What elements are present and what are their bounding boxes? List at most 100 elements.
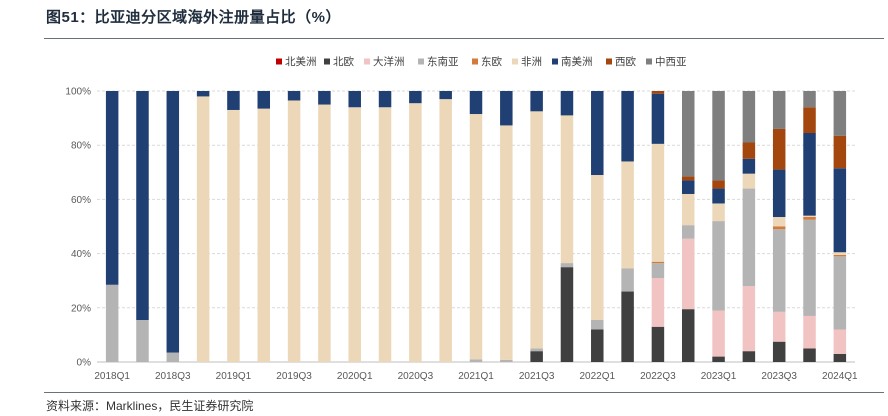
segment-2023Q4-东欧 <box>803 217 816 220</box>
bar-2019Q3 <box>287 91 301 363</box>
segment-2020Q2-非洲 <box>378 107 392 362</box>
legend-item-大洋洲: 大洋洲 <box>364 55 405 68</box>
segment-2023Q1-东南亚 <box>712 221 725 311</box>
legend-swatch <box>324 58 330 65</box>
segment-2022Q1-北欧 <box>591 329 604 362</box>
segment-2018Q3-南美洲 <box>166 91 180 353</box>
segment-2022Q4-西欧 <box>681 176 695 181</box>
bar-2020Q1 <box>348 91 361 362</box>
segment-2023Q2-大洋洲 <box>742 286 756 352</box>
legend-item-北美洲: 北美洲 <box>276 55 317 68</box>
legend-label: 北美洲 <box>285 55 317 68</box>
legend-label: 中西亚 <box>655 55 687 68</box>
segment-2023Q4-北欧 <box>803 348 816 362</box>
segment-2021Q3-非洲 <box>530 111 543 349</box>
segment-2022Q3-东欧 <box>651 261 665 264</box>
bar-2021Q1 <box>469 91 483 362</box>
segment-2024Q1-南美洲 <box>833 168 847 253</box>
legend-label: 南美洲 <box>561 55 593 68</box>
bar-2021Q2 <box>500 91 513 362</box>
bar-2023Q4 <box>803 91 816 362</box>
segment-2023Q4-非洲 <box>803 215 816 218</box>
segment-2023Q3-大洋洲 <box>772 311 786 342</box>
segment-2024Q1-非洲 <box>833 252 847 255</box>
x-tick-label: 2023Q3 <box>761 371 797 382</box>
legend-swatch <box>472 58 478 65</box>
segment-2018Q4-非洲 <box>196 96 210 363</box>
x-tick-label: 2018Q1 <box>94 371 130 382</box>
segment-2022Q1-东南亚 <box>591 319 604 330</box>
segment-2019Q1-南美洲 <box>227 91 240 110</box>
segment-2023Q2-中西亚 <box>742 91 756 143</box>
legend-item-中西亚: 中西亚 <box>646 55 687 68</box>
legend-label: 北欧 <box>333 56 354 68</box>
segment-2023Q2-南美洲 <box>742 158 756 174</box>
legend: 北美洲 北欧 大洋洲 东南亚 东欧 非洲 南美洲 西欧 中西亚 <box>276 55 687 68</box>
segment-2024Q1-东欧 <box>833 254 847 257</box>
segment-2023Q3-北欧 <box>772 341 786 362</box>
segment-2018Q3-东南亚 <box>166 352 180 362</box>
legend-item-非洲: 非洲 <box>512 56 542 68</box>
segment-2018Q2-东南亚 <box>136 319 149 362</box>
bar-2020Q3 <box>409 91 422 362</box>
bar-2018Q2 <box>136 91 149 362</box>
bar-2022Q2 <box>621 91 634 362</box>
segment-2021Q4-南美洲 <box>560 91 574 116</box>
bar-2024Q1 <box>833 91 847 362</box>
bar-2022Q4 <box>681 91 695 362</box>
segment-2022Q4-东南亚 <box>681 225 695 239</box>
bars <box>105 91 847 363</box>
segment-2023Q4-中西亚 <box>803 91 816 108</box>
segment-2023Q3-中西亚 <box>772 91 786 129</box>
legend-label: 东欧 <box>481 55 502 68</box>
y-tick-label: 20% <box>71 303 91 314</box>
segment-2022Q3-大洋洲 <box>651 277 665 327</box>
x-tick-label: 2023Q1 <box>701 371 737 382</box>
legend-label: 大洋洲 <box>373 55 405 68</box>
bar-2019Q4 <box>318 91 331 363</box>
segment-2022Q2-北欧 <box>621 291 634 362</box>
segment-2022Q4-大洋洲 <box>681 238 695 310</box>
segment-2020Q2-南美洲 <box>378 91 392 108</box>
segment-2023Q2-西欧 <box>742 142 756 159</box>
segment-2021Q1-东南亚 <box>469 359 483 362</box>
bar-2018Q4 <box>196 91 210 363</box>
segment-2023Q4-南美洲 <box>803 133 816 216</box>
segment-2022Q4-北欧 <box>681 309 695 362</box>
segment-2020Q3-南美洲 <box>409 91 422 104</box>
legend-swatch <box>606 58 612 65</box>
segment-2024Q1-大洋洲 <box>833 329 847 354</box>
segment-2022Q1-南美洲 <box>591 91 604 176</box>
segment-2022Q2-非洲 <box>621 161 634 269</box>
segment-2020Q4-南美洲 <box>439 91 452 100</box>
segment-2020Q1-南美洲 <box>348 91 361 108</box>
segment-2023Q4-东南亚 <box>803 219 816 316</box>
segment-2018Q4-南美洲 <box>196 91 210 97</box>
segment-2018Q1-南美洲 <box>105 91 119 285</box>
segment-2023Q3-西欧 <box>772 128 786 170</box>
segment-2018Q1-东南亚 <box>105 284 119 362</box>
x-tick-label: 2021Q1 <box>458 371 494 382</box>
segment-2022Q3-北欧 <box>651 326 665 362</box>
segment-2021Q2-南美洲 <box>500 91 513 126</box>
segment-2020Q1-非洲 <box>348 107 361 362</box>
legend-item-北欧: 北欧 <box>324 56 354 68</box>
bar-2018Q1 <box>105 91 119 362</box>
legend-item-东南亚: 东南亚 <box>418 55 459 68</box>
segment-2023Q1-西欧 <box>712 180 725 189</box>
segment-2020Q4-非洲 <box>439 99 452 362</box>
segment-2023Q2-东南亚 <box>742 188 756 287</box>
legend-swatch <box>646 58 652 65</box>
segment-2022Q4-非洲 <box>681 193 695 226</box>
legend-swatch <box>512 58 518 65</box>
x-tick-label: 2019Q3 <box>276 371 312 382</box>
segment-2023Q3-东欧 <box>772 226 786 230</box>
segment-2022Q3-东南亚 <box>651 263 665 278</box>
bar-2022Q3 <box>651 91 665 362</box>
segment-2024Q1-中西亚 <box>833 91 847 136</box>
segment-2023Q3-南美洲 <box>772 169 786 218</box>
x-tick-label: 2024Q1 <box>822 371 858 382</box>
segment-2023Q4-大洋洲 <box>803 315 816 349</box>
x-tick-label: 2021Q3 <box>519 371 555 382</box>
